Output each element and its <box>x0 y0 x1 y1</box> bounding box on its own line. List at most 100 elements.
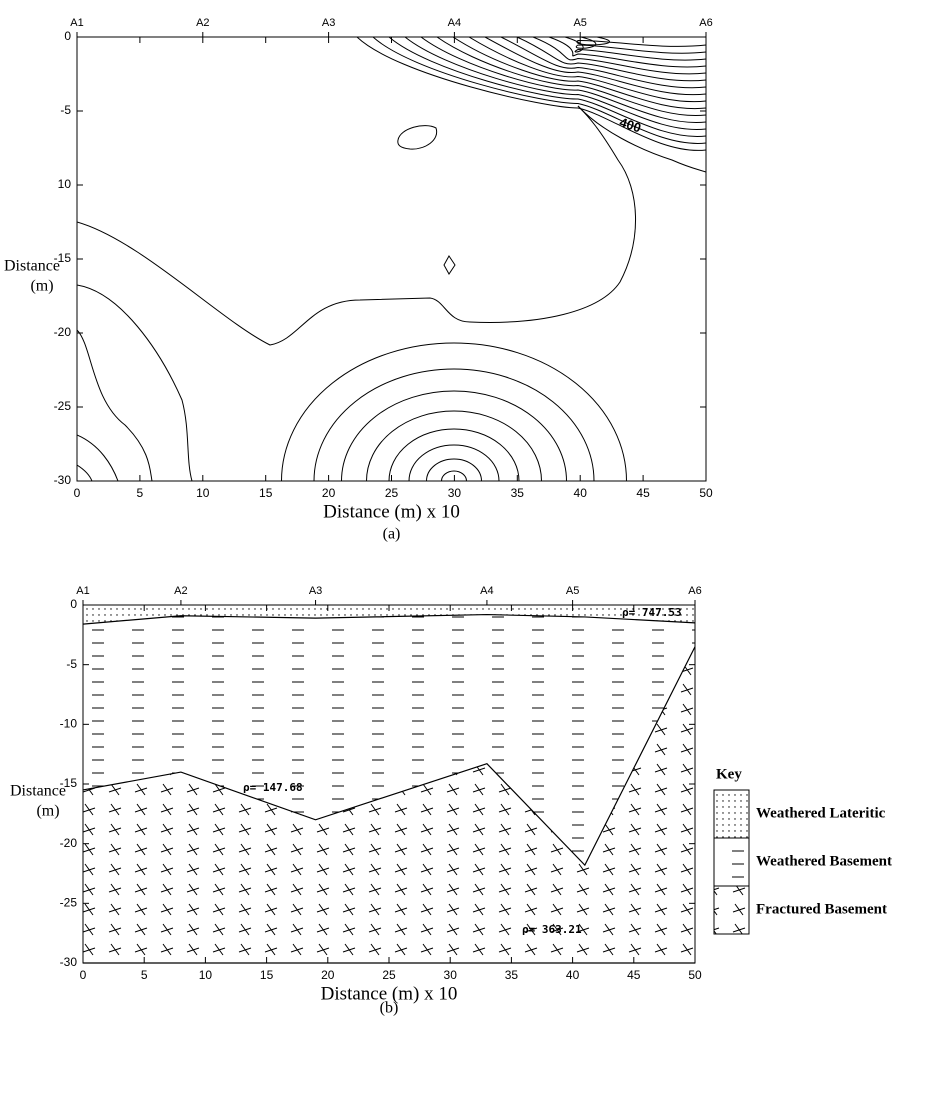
caption: (a) <box>383 526 401 543</box>
y-tick-label: -30 <box>54 473 72 487</box>
y-tick-label: -15 <box>60 776 78 790</box>
contour-line <box>341 390 567 481</box>
legend-swatch <box>713 789 750 839</box>
layer-fill <box>83 646 695 963</box>
station-label: A6 <box>688 585 701 597</box>
y-tick-label: -10 <box>60 717 78 731</box>
station-label: A3 <box>309 585 322 597</box>
y-tick-label: 0 <box>64 29 71 43</box>
chart: 400 0 5 10 15 20 25 30 35 40 45 50 0 -5 10 -15 -20 -25 -30… <box>4 17 713 543</box>
x-tick-label: 25 <box>382 968 396 982</box>
contour-lines <box>77 37 706 481</box>
x-tick-label: 30 <box>444 968 458 982</box>
y-axis-label: (m) <box>30 278 53 295</box>
legend-label: Weathered Basement <box>756 853 892 869</box>
x-tick-label: 40 <box>566 968 580 982</box>
station-label: A2 <box>174 585 187 597</box>
contour-line <box>443 255 456 275</box>
contour-line <box>356 37 706 151</box>
x-tick-label: 50 <box>699 486 713 500</box>
contour-line <box>388 37 706 137</box>
y-tick-label: -30 <box>60 955 78 969</box>
x-tick-label: 10 <box>199 968 213 982</box>
caption: (b) <box>380 1000 399 1017</box>
x-tick-label: 0 <box>80 968 87 982</box>
x-tick-label: 35 <box>505 968 519 982</box>
legend-title: Key <box>716 766 742 782</box>
y-axis-label: (m) <box>36 803 59 820</box>
x-axis-label: Distance (m) x 10 <box>323 501 460 522</box>
contour-line <box>313 368 595 481</box>
y-tick-label: -5 <box>60 103 71 117</box>
layer-fill <box>83 614 695 866</box>
contour-line <box>77 434 119 481</box>
x-axis-label: Distance (m) x 10 <box>321 983 458 1004</box>
station-label: A2 <box>196 17 209 29</box>
y-tick-label: -20 <box>54 325 72 339</box>
contour-line <box>397 125 438 150</box>
contour-line <box>388 428 520 481</box>
contour-label: 400 <box>618 115 643 136</box>
x-tick-label: 45 <box>636 486 650 500</box>
contour-line <box>564 37 706 61</box>
x-tick-label: 45 <box>627 968 641 982</box>
y-tick-label: 0 <box>70 597 77 611</box>
contour-line <box>516 37 706 82</box>
contour-line <box>77 329 153 481</box>
station-label: A4 <box>480 585 493 597</box>
contour-line <box>408 444 500 481</box>
contour-line <box>576 37 706 47</box>
contour-line <box>426 458 482 481</box>
x-tick-label: 30 <box>448 486 462 500</box>
legend-label: Weathered Lateritic <box>756 805 886 821</box>
y-tick-label: -25 <box>54 399 72 413</box>
x-tick-label: 35 <box>511 486 525 500</box>
legend-label: Fractured Basement <box>756 901 887 917</box>
contour-line <box>366 410 542 481</box>
resistivity-label: ρ= 747.53 <box>622 606 682 619</box>
contour-line <box>484 37 706 96</box>
contour-line <box>577 105 706 173</box>
x-tick-label: 5 <box>137 486 144 500</box>
resistivity-label: ρ= 363.21 <box>522 923 582 936</box>
contour-line <box>420 37 706 124</box>
x-tick-label: 25 <box>385 486 399 500</box>
layer-boundary <box>82 646 696 867</box>
contour-line <box>436 37 706 117</box>
layer-boundary <box>82 613 696 625</box>
station-label: A1 <box>70 17 83 29</box>
x-tick-label: 10 <box>196 486 210 500</box>
station-label: A5 <box>566 585 579 597</box>
contour-line <box>372 37 706 144</box>
x-tick-label: 15 <box>259 486 273 500</box>
plot-frame <box>76 36 707 482</box>
contour-line <box>548 37 706 68</box>
resistivity-label: ρ= 147.68 <box>243 781 303 794</box>
x-tick-label: 40 <box>574 486 588 500</box>
station-label: A1 <box>76 585 89 597</box>
y-axis-label: Distance <box>10 783 66 800</box>
x-tick-label: 15 <box>260 968 274 982</box>
y-tick-label: -25 <box>60 896 78 910</box>
station-label: A5 <box>573 17 586 29</box>
contour-line <box>468 37 706 103</box>
x-tick-label: 20 <box>321 968 335 982</box>
y-tick-label: -20 <box>60 836 78 850</box>
y-tick-label: 10 <box>58 177 72 191</box>
chart: ρ= 747.53 ρ= 147.68 ρ= 363.21 Key Weathered … <box>10 585 892 1017</box>
x-tick-label: 20 <box>322 486 336 500</box>
legend-swatch <box>713 837 750 887</box>
x-tick-label: 0 <box>74 486 81 500</box>
station-label: A3 <box>322 17 335 29</box>
legend-swatch <box>713 885 750 935</box>
x-tick-label: 50 <box>688 968 702 982</box>
layer-fill <box>83 605 695 625</box>
contour-line <box>77 464 93 481</box>
contour-line <box>500 37 706 89</box>
station-label: A6 <box>699 17 712 29</box>
station-label: A4 <box>448 17 461 29</box>
contour-line <box>441 470 467 481</box>
contour-line <box>77 284 193 481</box>
contour-line <box>281 342 627 481</box>
